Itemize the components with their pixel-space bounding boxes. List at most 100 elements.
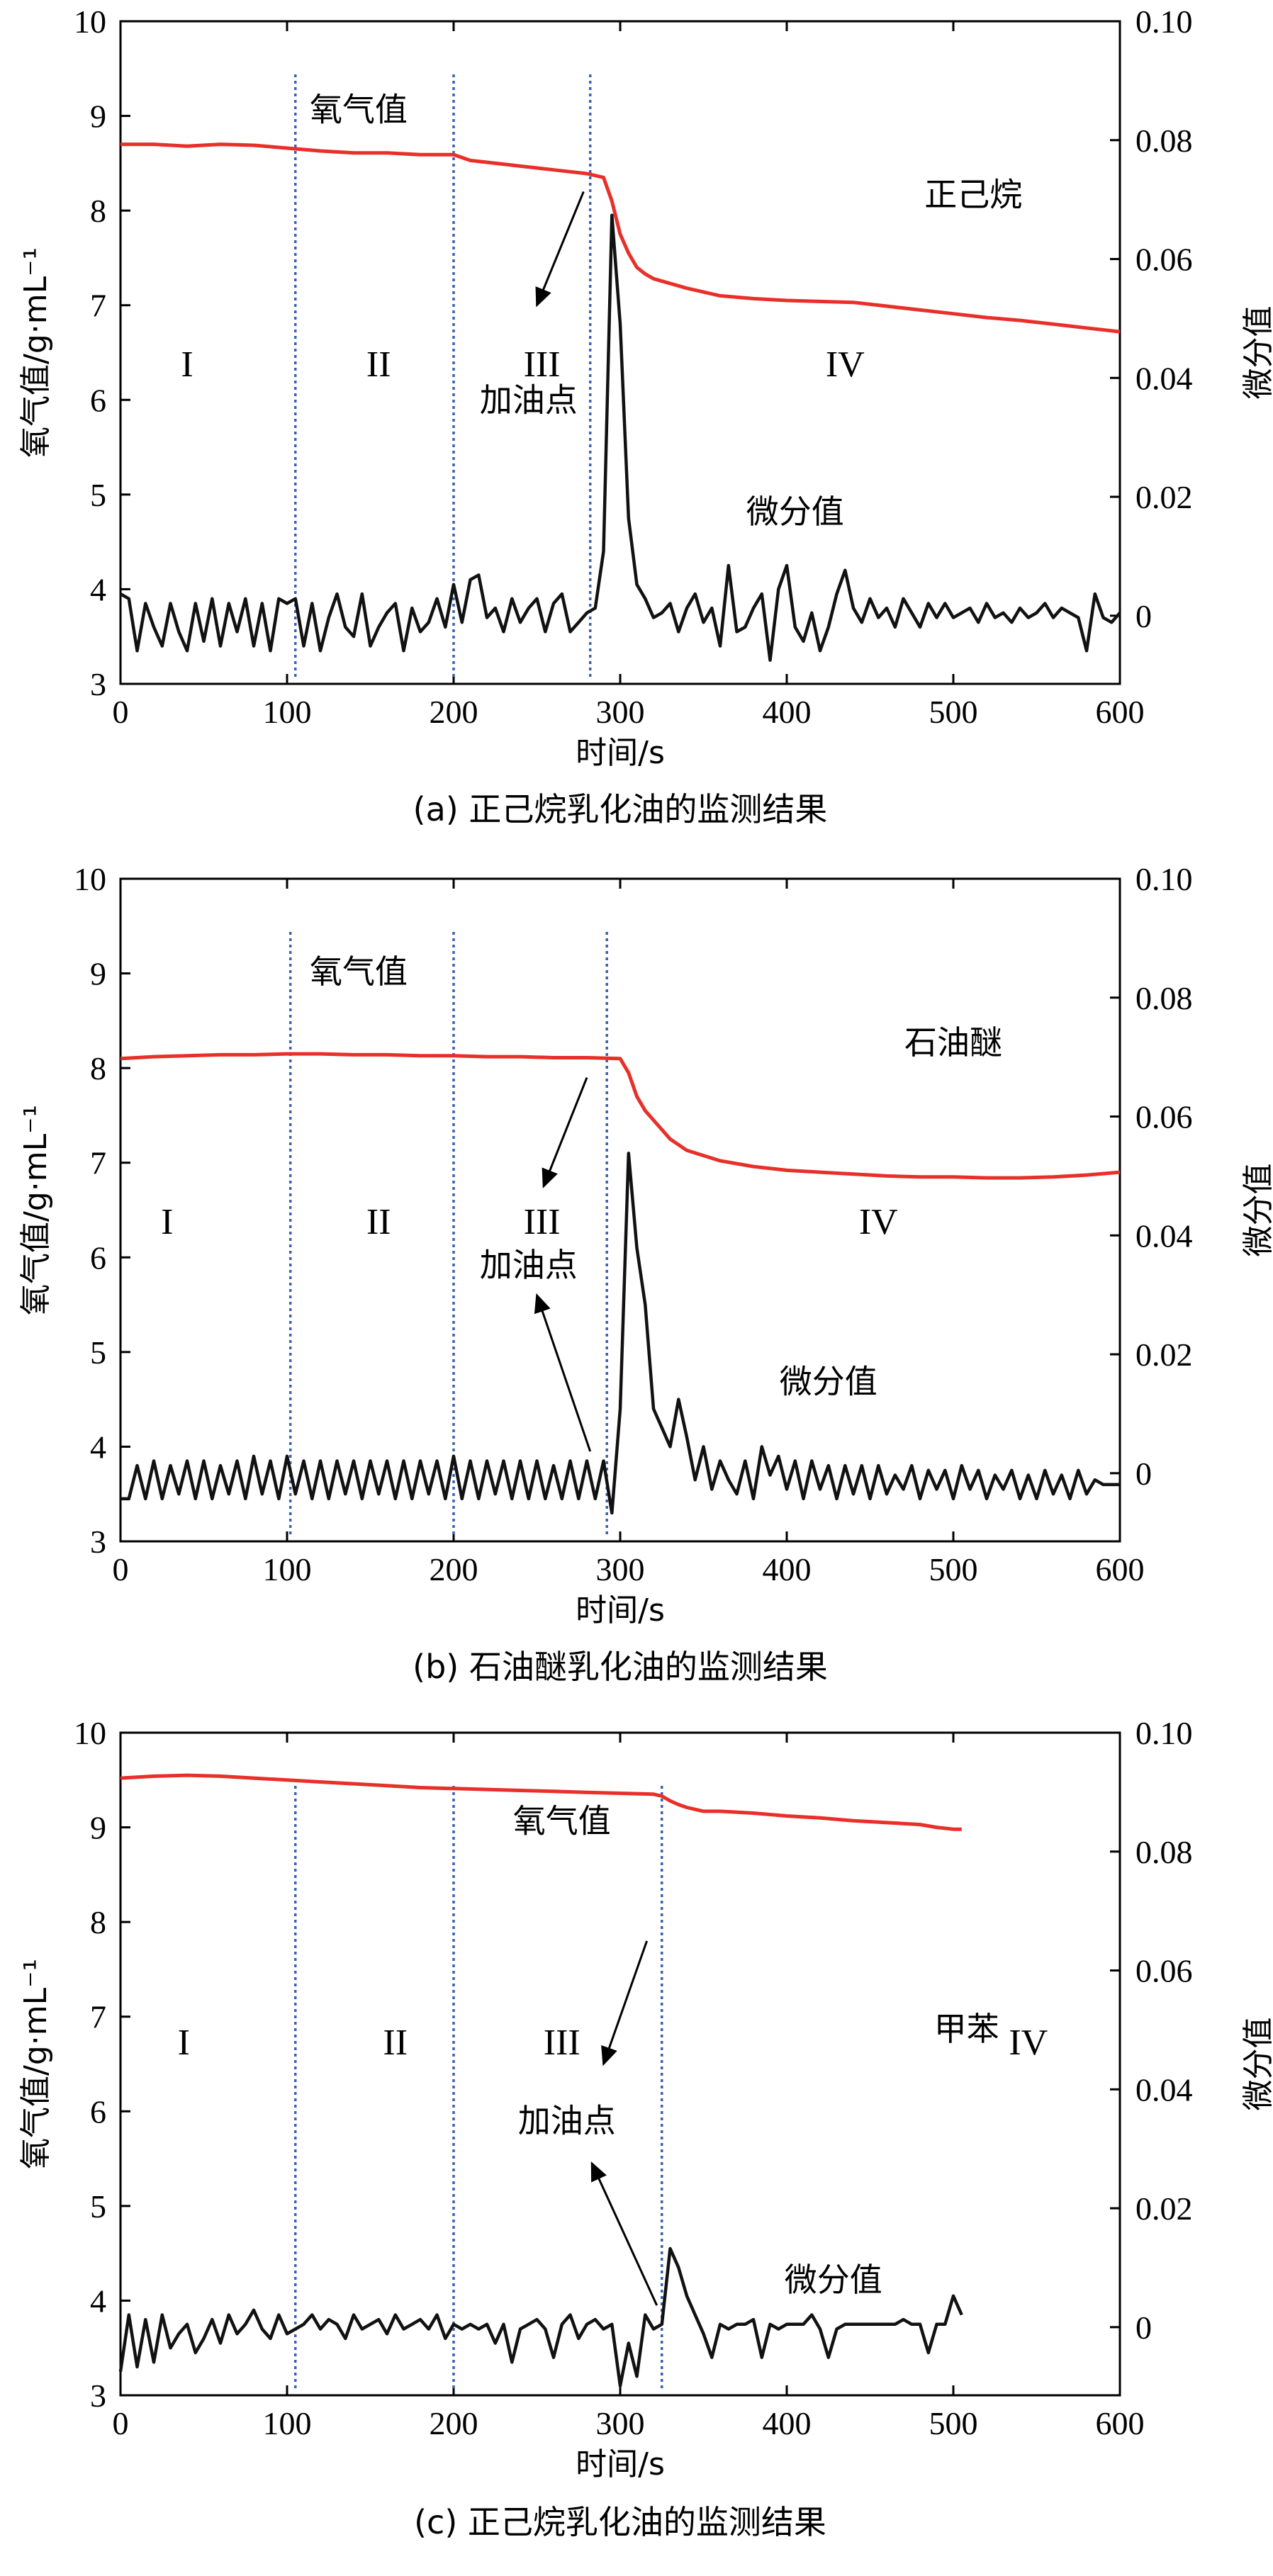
- y-right-tick-label: 0: [1135, 598, 1152, 634]
- y-left-tick-label: 5: [90, 2188, 106, 2225]
- y-right-tick-label: 0.08: [1135, 1834, 1193, 1870]
- y-left-tick-label: 3: [90, 2378, 106, 2414]
- y-left-tick-label: 9: [90, 956, 106, 992]
- annotation-arrow: [542, 1076, 588, 1188]
- x-axis-label: 时间/s: [576, 735, 665, 771]
- x-tick-label: 300: [596, 1551, 645, 1587]
- x-tick-label: 600: [1096, 2405, 1145, 2441]
- y-right-tick-label: 0.06: [1135, 1099, 1193, 1135]
- panel-caption: (b) 石油醚乳化油的监测结果: [413, 1648, 828, 1686]
- annotation-arrow: [534, 1293, 592, 1452]
- chart-panel-b: 0 100 200 300 400 500 60034567891000.020.040.0…: [18, 861, 1273, 1686]
- region-label: I: [161, 1202, 173, 1242]
- y-left-tick-label: 6: [90, 2093, 106, 2130]
- y-left-tick-label: 10: [74, 4, 106, 40]
- derivative-line: [120, 1152, 1120, 1515]
- y-left-tick-label: 5: [90, 477, 106, 513]
- annotation-compound: 正己烷: [924, 175, 1022, 213]
- y-left-axis-label: 氧气值/g·mL⁻¹: [18, 1105, 54, 1315]
- y-right-tick-label: 0.08: [1135, 980, 1193, 1016]
- y-left-tick-label: 10: [74, 861, 106, 897]
- y-left-tick-label: 3: [90, 666, 106, 702]
- y-left-tick-label: 9: [90, 99, 106, 135]
- x-tick-label: 400: [763, 2405, 812, 2441]
- annotation-addpoint: 加油点: [518, 2102, 616, 2140]
- x-tick-label: 100: [263, 2405, 312, 2441]
- x-tick-label: 600: [1096, 694, 1145, 730]
- oxygen-line: [120, 142, 1121, 334]
- annotation-deriv: 微分值: [780, 1362, 877, 1400]
- y-left-tick-label: 9: [90, 1810, 106, 1846]
- x-tick-label: 200: [430, 2405, 478, 2441]
- derivative-line: [119, 213, 1121, 662]
- y-right-tick-label: 0.10: [1135, 4, 1193, 40]
- y-left-tick-label: 8: [90, 1904, 106, 1940]
- y-left-axis-label: 氧气值/g·mL⁻¹: [18, 1959, 54, 2169]
- y-left-tick-label: 4: [90, 571, 106, 607]
- x-tick-label: 100: [263, 1551, 312, 1587]
- y-right-tick-label: 0.04: [1135, 1217, 1193, 1254]
- y-right-tick-label: 0.10: [1135, 1715, 1193, 1751]
- annotation-arrow: [535, 191, 585, 308]
- x-tick-label: 500: [929, 694, 978, 730]
- annotation-addpoint: 加油点: [480, 1246, 578, 1284]
- x-axis-label: 时间/s: [576, 2446, 665, 2482]
- y-right-tick-label: 0.02: [1135, 2190, 1193, 2227]
- y-right-axis-label: 微分值: [1240, 306, 1273, 400]
- region-label: IV: [859, 1202, 898, 1242]
- x-tick-label: 0: [113, 2405, 129, 2441]
- x-tick-label: 500: [929, 1551, 978, 1587]
- y-right-tick-label: 0.06: [1135, 1953, 1193, 1989]
- x-tick-label: 100: [263, 694, 312, 730]
- y-left-tick-label: 3: [90, 1524, 106, 1560]
- annotation-arrow: [590, 2161, 658, 2306]
- region-label: II: [366, 1202, 391, 1242]
- y-right-tick-label: 0: [1135, 2310, 1152, 2346]
- y-right-tick-label: 0.10: [1135, 861, 1193, 897]
- x-tick-label: 0: [113, 694, 129, 730]
- region-label: I: [181, 344, 193, 385]
- y-left-tick-label: 8: [90, 1050, 106, 1086]
- region-label: I: [178, 2023, 190, 2063]
- y-right-axis-label: 微分值: [1240, 1164, 1273, 1257]
- y-right-tick-label: 0.04: [1135, 360, 1193, 396]
- x-tick-label: 600: [1096, 1551, 1145, 1587]
- region-label: II: [366, 344, 391, 385]
- x-axis-label: 时间/s: [576, 1592, 665, 1629]
- x-tick-label: 200: [430, 694, 478, 730]
- y-right-tick-label: 0.02: [1135, 479, 1193, 515]
- x-tick-label: 0: [113, 1551, 129, 1587]
- y-left-tick-label: 6: [90, 382, 106, 418]
- x-tick-label: 500: [929, 2405, 978, 2441]
- oxygen-line: [120, 1773, 962, 1831]
- region-label: IV: [826, 344, 865, 385]
- y-left-tick-label: 5: [90, 1334, 106, 1371]
- y-right-tick-label: 0.06: [1135, 242, 1193, 278]
- region-label: III: [544, 2023, 581, 2063]
- y-right-tick-label: 0: [1135, 1456, 1152, 1492]
- annotation-compound: 甲苯: [934, 2010, 999, 2048]
- x-tick-label: 300: [596, 694, 645, 730]
- region-label: II: [383, 2023, 408, 2063]
- y-left-tick-label: 7: [90, 1999, 106, 2035]
- chart-panel-c: 0 100 200 300 400 500 60034567891000.020.040.0…: [18, 1715, 1273, 2541]
- annotation-oxygen: 氧气值: [310, 90, 408, 128]
- y-left-tick-label: 4: [90, 1429, 106, 1465]
- y-right-axis-label: 微分值: [1240, 2018, 1273, 2111]
- derivative-line: [118, 2246, 963, 2387]
- plot-frame: [119, 877, 1121, 1543]
- y-right-tick-label: 0.02: [1135, 1337, 1193, 1373]
- region-label: IV: [1009, 2023, 1048, 2063]
- y-left-tick-label: 6: [90, 1239, 106, 1276]
- panel-caption: (a) 正己烷乳化油的监测结果: [413, 790, 828, 828]
- x-tick-label: 400: [763, 694, 812, 730]
- annotation-compound: 石油醚: [904, 1023, 1002, 1062]
- y-left-tick-label: 8: [90, 193, 106, 229]
- y-right-tick-label: 0.04: [1135, 2071, 1193, 2108]
- x-tick-label: 400: [763, 1551, 812, 1587]
- panel-caption: (c) 正己烷乳化油的监测结果: [414, 2503, 826, 2541]
- y-right-tick-label: 0.08: [1135, 123, 1193, 159]
- y-left-axis-label: 氧气值/g·mL⁻¹: [18, 247, 54, 458]
- plot-frame: [119, 1731, 1121, 2397]
